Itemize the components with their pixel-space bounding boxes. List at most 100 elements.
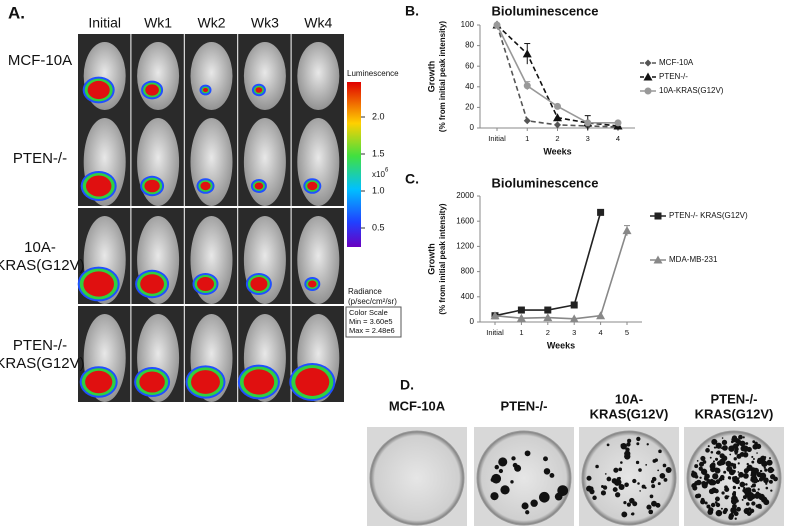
colony	[665, 467, 672, 473]
colony	[694, 464, 699, 469]
colony	[626, 442, 631, 447]
legend-label: PTEN-/-	[659, 72, 688, 81]
colony	[651, 484, 656, 489]
colony	[586, 475, 592, 481]
marker	[614, 119, 622, 127]
colony	[557, 485, 569, 496]
colony	[725, 460, 732, 467]
marker	[654, 212, 662, 220]
plate-label: MCF-10A	[389, 398, 446, 413]
colorbar	[347, 82, 361, 247]
colony	[626, 502, 631, 507]
colony	[757, 488, 760, 491]
colorbar-exponent: 6	[385, 168, 389, 174]
colorbar-unit: x10	[372, 170, 385, 179]
mouse-body	[243, 42, 286, 110]
marker	[553, 113, 562, 122]
colony	[632, 502, 635, 505]
colony	[751, 501, 756, 506]
colony	[612, 487, 618, 493]
row-label: KRAS(G12V)	[0, 355, 85, 372]
colony	[720, 507, 723, 510]
panel-label: B.	[405, 3, 419, 19]
colony	[766, 459, 773, 466]
colony	[639, 490, 641, 492]
column-label: Wk4	[304, 15, 332, 31]
colony	[530, 499, 538, 507]
series-line	[494, 230, 628, 320]
plate-label: PTEN-/-	[501, 398, 548, 413]
colony	[692, 484, 696, 488]
colony	[709, 456, 712, 459]
colony	[525, 510, 530, 515]
chart-title: Bioluminescence	[492, 3, 599, 18]
colony	[742, 495, 747, 500]
legend-label: PTEN-/- KRAS(G12V)	[669, 211, 748, 220]
colony	[743, 488, 749, 494]
colony	[763, 477, 769, 484]
colony	[771, 468, 775, 472]
colony	[715, 457, 719, 461]
signal-core	[202, 87, 209, 93]
colony	[589, 488, 595, 495]
colony	[606, 443, 610, 447]
colony	[767, 466, 774, 474]
colony	[713, 481, 716, 485]
colony	[746, 464, 753, 471]
colony	[636, 436, 641, 442]
color-scale-text: Min = 3.60e5	[349, 317, 393, 326]
colony	[624, 450, 631, 457]
mouse-body	[243, 118, 286, 206]
colony	[728, 469, 735, 476]
colony	[714, 488, 719, 494]
colony	[739, 437, 742, 440]
colony	[732, 492, 737, 497]
marker	[493, 21, 501, 29]
colony	[734, 517, 737, 520]
colony	[755, 443, 762, 450]
colony	[648, 509, 654, 515]
colony	[711, 438, 718, 445]
x-tick-label: 2	[555, 134, 559, 143]
colony	[751, 455, 754, 458]
colony	[494, 464, 499, 470]
x-axis-label: Weeks	[543, 146, 571, 156]
colony	[743, 473, 749, 479]
marker	[490, 311, 500, 320]
colony	[635, 460, 640, 465]
colony	[754, 492, 761, 499]
series-line	[496, 24, 619, 127]
colony	[740, 445, 747, 452]
colony	[491, 473, 502, 484]
y-axis-label: Growth	[426, 243, 436, 275]
colony	[723, 507, 728, 513]
colony	[746, 462, 749, 466]
colony	[510, 480, 514, 484]
colony	[706, 504, 711, 509]
colony	[700, 468, 708, 475]
signal-core	[87, 80, 110, 100]
colony	[763, 466, 766, 469]
colony	[498, 457, 508, 467]
legend-label: 10A-KRAS(G12V)	[659, 86, 724, 95]
row-label: PTEN-/-	[13, 150, 67, 167]
colony	[759, 469, 763, 473]
colony	[637, 482, 640, 485]
x-tick-label: 4	[616, 134, 620, 143]
colony	[743, 507, 750, 515]
colony	[723, 470, 727, 474]
series-line	[496, 24, 619, 128]
colony	[662, 463, 667, 468]
colony	[712, 473, 719, 480]
colony	[745, 442, 749, 445]
marker	[644, 59, 652, 67]
y-tick-label: 1600	[456, 216, 474, 225]
colony	[761, 473, 764, 476]
colony	[752, 477, 759, 484]
marker	[653, 255, 663, 264]
colony	[734, 497, 738, 501]
y-tick-label: 40	[465, 82, 474, 91]
column-label: Initial	[88, 15, 121, 31]
colony	[636, 442, 640, 446]
